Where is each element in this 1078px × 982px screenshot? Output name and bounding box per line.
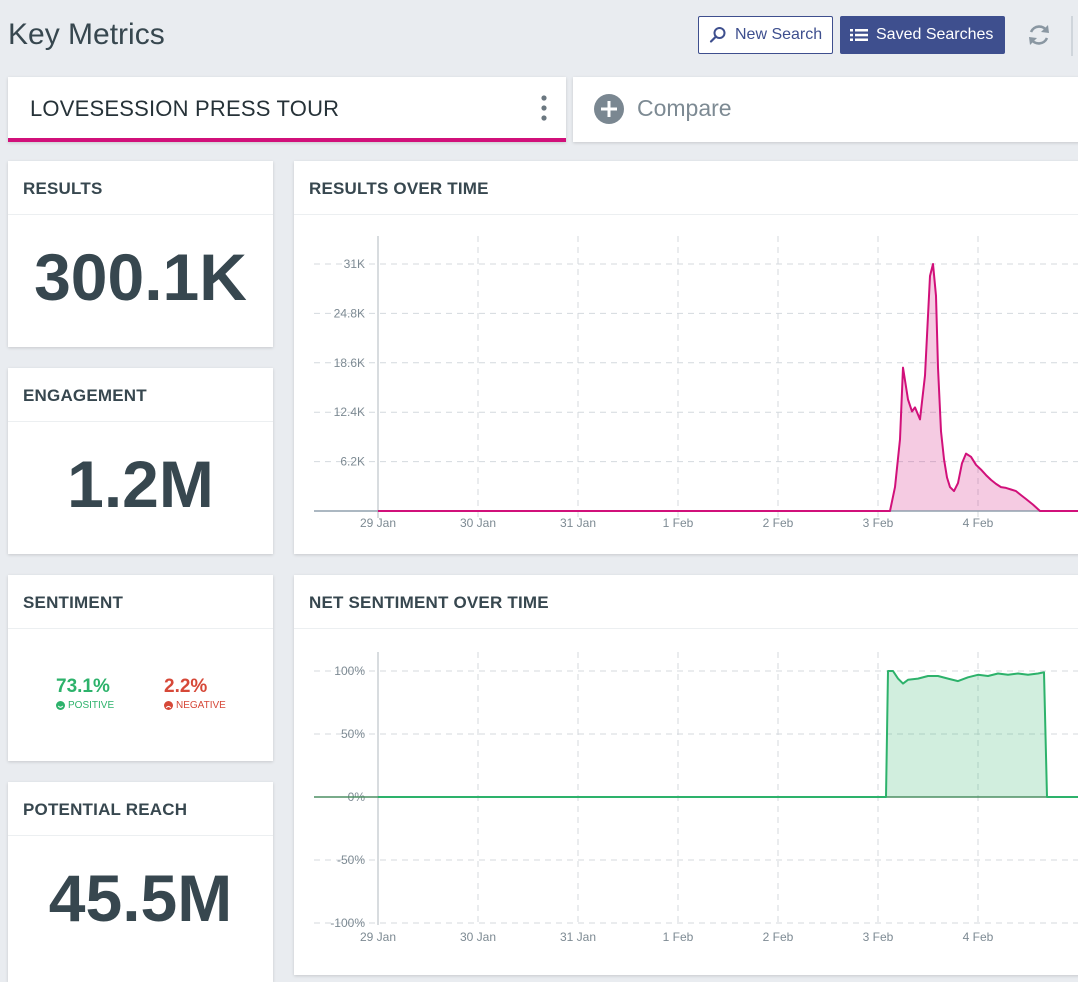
- search-tab-label: LOVESESSION PRESS TOUR: [30, 96, 340, 121]
- net-sentiment-over-time-chart: -100%-50%0%50%100%29 Jan 30 Jan 31 Jan 1 Fe…: [314, 652, 1078, 944]
- x-tick-label: 2 Feb: [763, 930, 794, 944]
- smile-icon: [56, 701, 65, 710]
- y-tick-label: 100%: [334, 664, 365, 678]
- potential-reach-title: POTENTIAL REACH: [23, 800, 188, 819]
- results-over-time-title: RESULTS OVER TIME: [309, 179, 489, 198]
- y-tick-label: -100%: [330, 916, 365, 930]
- x-tick-label: 29 Jan: [360, 516, 396, 530]
- saved-searches-label: Saved Searches: [876, 26, 994, 43]
- card-divider: [8, 214, 273, 215]
- sentiment-card: SENTIMENT 73.1% POSITIVE 2.2% NEGATIVE: [8, 575, 273, 761]
- negative-sentiment-label: NEGATIVE: [176, 700, 226, 711]
- new-search-button[interactable]: New Search: [698, 16, 833, 54]
- card-divider: [294, 214, 1078, 215]
- potential-reach-value: 45.5M: [48, 861, 233, 935]
- x-tick-label: 2 Feb: [763, 516, 794, 530]
- y-tick-label: -50%: [337, 853, 365, 867]
- x-tick-label: 1 Feb: [663, 930, 694, 944]
- x-tick-label: 1 Feb: [663, 516, 694, 530]
- search-icon: [709, 27, 726, 43]
- results-over-time-card: RESULTS OVER TIME 6.2K 12.4K 18.6K 24.8K 31K…: [294, 161, 1078, 554]
- y-tick-label: 18.6K: [334, 356, 365, 370]
- sentiment-title: SENTIMENT: [23, 593, 124, 612]
- positive-sentiment-value: 73.1%: [56, 676, 110, 697]
- positive-sentiment-indicator: POSITIVE: [56, 700, 114, 711]
- saved-searches-button[interactable]: Saved Searches: [840, 16, 1005, 54]
- x-tick-label: 29 Jan: [360, 930, 396, 944]
- negative-sentiment-value: 2.2%: [164, 676, 208, 697]
- y-tick-label: 12.4K: [334, 405, 365, 419]
- potential-reach-card: POTENTIAL REACH 45.5M: [8, 782, 273, 982]
- x-tick-label: 31 Jan: [560, 930, 596, 944]
- refresh-icon[interactable]: [1026, 22, 1052, 48]
- engagement-value: 1.2M: [67, 447, 214, 521]
- series-area: [378, 671, 1078, 797]
- compare-tab[interactable]: Compare: [573, 77, 1078, 142]
- engagement-title: ENGAGEMENT: [23, 386, 147, 405]
- positive-sentiment-label: POSITIVE: [68, 700, 115, 711]
- card-divider: [8, 421, 273, 422]
- engagement-card: ENGAGEMENT 1.2M: [8, 368, 273, 554]
- results-card: RESULTS 300.1K: [8, 161, 273, 347]
- x-tick-label: 3 Feb: [863, 516, 894, 530]
- x-tick-label: 30 Jan: [460, 516, 496, 530]
- x-tick-label: 3 Feb: [863, 930, 894, 944]
- series-line: [378, 263, 1078, 512]
- y-tick-label: 50%: [341, 727, 365, 741]
- new-search-label: New Search: [735, 26, 823, 43]
- results-title: RESULTS: [23, 179, 103, 198]
- net-sentiment-over-time-card: NET SENTIMENT OVER TIME -100% -50% 0% 50% 10…: [294, 575, 1078, 975]
- results-value: 300.1K: [34, 240, 247, 314]
- results-over-time-chart: 6.2K 12.4K 18.6K 24.8K 31K 29 Jan 30 Jan 31 Jan…: [314, 236, 1078, 530]
- x-tick-label: 30 Jan: [460, 930, 496, 944]
- page-title: Key Metrics: [8, 18, 165, 51]
- more-options-icon[interactable]: [538, 95, 550, 121]
- y-tick-label: 6.2K: [340, 455, 365, 469]
- net-sentiment-over-time-title: NET SENTIMENT OVER TIME: [309, 593, 549, 612]
- header-divider: [1071, 16, 1073, 56]
- x-tick-label: 4 Feb: [963, 930, 994, 944]
- frown-icon: [164, 701, 173, 710]
- compare-label: Compare: [637, 95, 732, 121]
- x-tick-label: 31 Jan: [560, 516, 596, 530]
- series-area: [378, 264, 1078, 511]
- y-tick-label: 31K: [344, 257, 365, 271]
- card-divider: [8, 835, 273, 836]
- card-divider: [8, 628, 273, 629]
- search-tab-active[interactable]: LOVESESSION PRESS TOUR: [8, 77, 566, 142]
- add-circle-icon: [594, 94, 624, 124]
- x-tick-label: 4 Feb: [963, 516, 994, 530]
- y-tick-label: 24.8K: [334, 306, 365, 320]
- card-divider: [294, 628, 1078, 629]
- series-line: [378, 670, 1078, 798]
- list-icon: [850, 29, 868, 41]
- negative-sentiment-indicator: NEGATIVE: [164, 700, 226, 711]
